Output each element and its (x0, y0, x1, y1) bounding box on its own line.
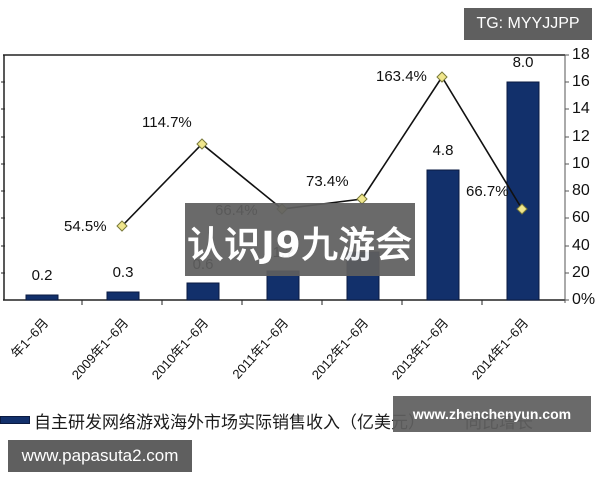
right-tick-40: 40 (572, 237, 590, 254)
watermark-zhenchenyun: www.zhenchenyun.com (393, 396, 591, 432)
right-tick-20: 20 (572, 264, 590, 281)
pct-label-2010: 114.7% (142, 114, 192, 131)
bar-2009 (106, 291, 140, 301)
right-tick-120: 12 (572, 128, 590, 145)
right-tick-0: 0% (572, 291, 596, 308)
bar-label-2013: 4.8 (432, 142, 454, 159)
legend-bar-label: 自主研发网络游戏海外市场实际销售收入（亿美元） (34, 412, 425, 432)
left-axis-ticks (1, 81, 5, 274)
watermark-center: 认识J9九游会 (185, 203, 415, 276)
bar-2014 (506, 81, 540, 301)
legend-bar-swatch (0, 416, 30, 424)
right-axis-ticks (565, 54, 569, 301)
bar-2010 (186, 282, 220, 301)
watermark-papasuta: www.papasuta2.com (8, 440, 192, 472)
bar-2008 (25, 294, 59, 301)
right-tick-180: 18 (572, 46, 590, 63)
marker-2009 (116, 220, 128, 232)
marker-2013 (436, 71, 448, 83)
bar-label-2014: 8.0 (512, 54, 534, 71)
bar-2013 (426, 169, 460, 301)
watermark-tg: TG: MYYJJPP (464, 8, 592, 40)
pct-label-2012: 73.4% (306, 173, 349, 190)
bar-label-2009: 0.3 (112, 264, 134, 281)
right-tick-60: 60 (572, 209, 590, 226)
pct-label-2009: 54.5% (64, 218, 107, 235)
marker-2014 (516, 203, 528, 215)
right-tick-80: 80 (572, 182, 590, 199)
marker-2010 (196, 138, 208, 150)
right-tick-140: 14 (572, 100, 590, 117)
right-tick-160: 16 (572, 73, 590, 90)
pct-label-2014: 66.7% (466, 183, 509, 200)
x-axis-ticks (81, 300, 483, 305)
right-tick-100: 10 (572, 155, 590, 172)
bar-label-2008: 0.2 (31, 267, 53, 284)
pct-label-2013: 163.4% (376, 68, 427, 85)
